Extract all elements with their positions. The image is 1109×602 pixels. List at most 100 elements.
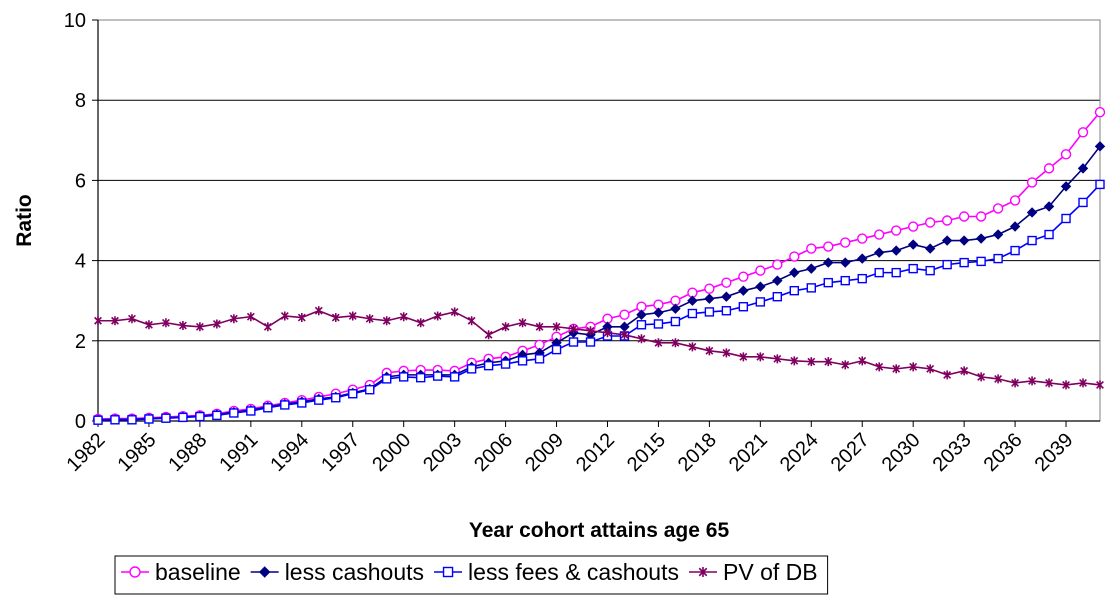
data-point — [1061, 213, 1071, 224]
data-point — [993, 253, 1003, 264]
data-point — [449, 372, 460, 382]
data-point — [738, 271, 749, 282]
data-point — [500, 359, 511, 369]
data-point — [1077, 163, 1089, 174]
data-point — [258, 566, 271, 578]
data-point — [975, 233, 987, 244]
data-point — [840, 237, 851, 248]
data-point — [992, 229, 1004, 240]
data-point — [1009, 221, 1021, 232]
data-point — [722, 348, 731, 358]
data-point — [144, 414, 154, 424]
x-tick-label: 2021 — [725, 429, 772, 476]
data-point — [721, 291, 732, 302]
data-point — [1078, 197, 1088, 208]
data-point — [874, 229, 885, 240]
data-point — [551, 344, 562, 355]
data-point — [653, 307, 664, 318]
data-point — [637, 334, 646, 344]
data-point — [433, 311, 442, 321]
data-point — [790, 356, 799, 366]
x-tick-label: 2030 — [878, 429, 925, 476]
data-point — [840, 275, 850, 286]
y-tick-labels: 0 2 4 6 8 10 — [64, 10, 86, 433]
x-tick-label: 1997 — [317, 429, 364, 476]
data-point — [348, 311, 357, 321]
data-point — [1026, 177, 1038, 188]
y-tick-label: 8 — [75, 90, 86, 112]
data-point — [772, 291, 783, 302]
data-point — [314, 306, 323, 316]
data-point — [994, 374, 1003, 384]
data-point — [857, 273, 867, 284]
data-point — [280, 311, 289, 321]
legend-item: less fees & cashouts — [434, 559, 679, 585]
data-point — [128, 314, 136, 324]
data-point — [755, 265, 766, 276]
y-tick-label: 6 — [75, 170, 86, 192]
data-point — [1044, 229, 1054, 240]
data-point — [178, 412, 188, 423]
legend-label: less fees & cashouts — [468, 559, 679, 585]
data-point — [960, 366, 969, 376]
x-tick-labels: 1982 1985 1988 1991 1994 1997 2000 2003 2006 2009… — [63, 429, 1078, 476]
data-point — [636, 309, 647, 320]
data-point — [382, 374, 392, 384]
x-tick-label: 2003 — [419, 429, 466, 476]
data-point — [382, 316, 391, 326]
data-point — [1095, 179, 1105, 190]
data-point — [907, 221, 919, 232]
x-tick-label: 2012 — [572, 429, 619, 476]
legend-item: baseline — [121, 559, 241, 585]
data-point — [1094, 107, 1106, 118]
data-point — [568, 337, 579, 347]
data-point — [959, 257, 969, 268]
series-line — [97, 145, 1101, 421]
x-tick-label: 2018 — [674, 429, 721, 476]
data-point — [806, 243, 817, 254]
data-point — [704, 307, 715, 317]
data-point — [212, 410, 222, 421]
data-point — [229, 408, 239, 418]
data-point — [195, 411, 205, 422]
data-point — [534, 354, 545, 364]
data-point — [738, 285, 749, 296]
data-point — [890, 245, 902, 256]
y-axis-title: Ratio — [13, 194, 36, 247]
x-axis-title: Year cohort attains age 65 — [469, 519, 730, 542]
data-point — [483, 360, 494, 371]
data-point — [229, 314, 238, 324]
data-point — [687, 295, 698, 306]
data-point — [1028, 376, 1037, 386]
data-point — [195, 322, 204, 332]
data-point — [535, 322, 544, 332]
data-point — [756, 352, 765, 362]
data-point — [450, 307, 459, 317]
data-point — [992, 203, 1004, 214]
x-tick-label: 1985 — [113, 429, 160, 476]
data-point — [891, 267, 901, 278]
data-point — [1011, 378, 1020, 388]
data-point — [807, 357, 816, 367]
data-point — [280, 400, 290, 410]
data-point — [909, 362, 918, 372]
x-tick-label: 2000 — [368, 429, 415, 476]
x-tick-label: 2015 — [623, 429, 670, 476]
data-point — [636, 320, 647, 330]
data-point — [941, 215, 953, 226]
data-point — [789, 251, 800, 262]
data-point — [585, 337, 596, 347]
legend-label: baseline — [155, 559, 241, 585]
data-point — [670, 316, 681, 327]
data-point — [620, 330, 629, 340]
data-point — [925, 265, 935, 276]
data-point — [824, 357, 833, 367]
series-2 — [92, 141, 1106, 426]
data-point — [1060, 181, 1072, 192]
data-point — [501, 322, 510, 332]
data-point — [924, 217, 936, 228]
data-point — [942, 259, 952, 270]
data-point — [975, 211, 987, 222]
y-tick-label: 0 — [75, 411, 86, 433]
